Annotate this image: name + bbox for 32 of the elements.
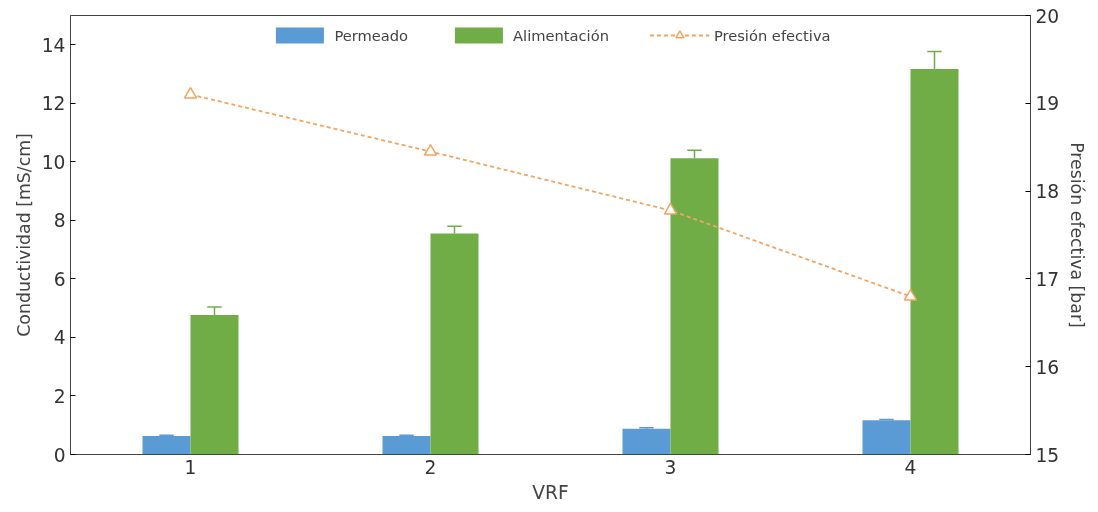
x-tick-label: 4: [904, 456, 917, 478]
bar: [142, 436, 191, 455]
point: [183, 86, 198, 99]
x-tick-label: 3: [664, 456, 677, 478]
bar: [622, 428, 671, 455]
x-tick-label: 1: [184, 456, 197, 478]
y2-tick-label: 18: [1035, 181, 1060, 203]
y2-tick-label: 15: [1035, 444, 1060, 466]
point: [903, 288, 918, 301]
y-tick-label: 14: [41, 34, 66, 56]
y-tick-label: 2: [53, 385, 66, 407]
x-tick-label: 2: [424, 456, 437, 478]
point: [423, 143, 438, 156]
y-tick-label: 6: [53, 268, 66, 290]
legend-label: Presión efectiva: [713, 26, 831, 44]
y-tick-label: 4: [53, 327, 66, 349]
y2-tick-label: 20: [1035, 5, 1060, 27]
y-tick-label: 8: [53, 210, 66, 232]
bar: [862, 420, 911, 455]
legend-label: Permeado: [334, 26, 409, 44]
y-tick-label: 12: [41, 93, 66, 115]
y-axis-title: Conductividad [mS/cm]: [13, 133, 34, 337]
y-tick-label: 10: [41, 151, 66, 173]
y2-axis-title: Presión efectiva [bar]: [1067, 142, 1088, 328]
y2-tick-label: 17: [1035, 268, 1060, 290]
point: [663, 202, 678, 215]
y-tick-label: 0: [53, 444, 66, 466]
y2-tick-label: 16: [1035, 356, 1060, 378]
bar: [382, 436, 431, 455]
y2-tick-label: 19: [1035, 93, 1060, 115]
x-axis-title: VRF: [532, 481, 569, 503]
legend-label: Alimentación: [513, 26, 609, 44]
